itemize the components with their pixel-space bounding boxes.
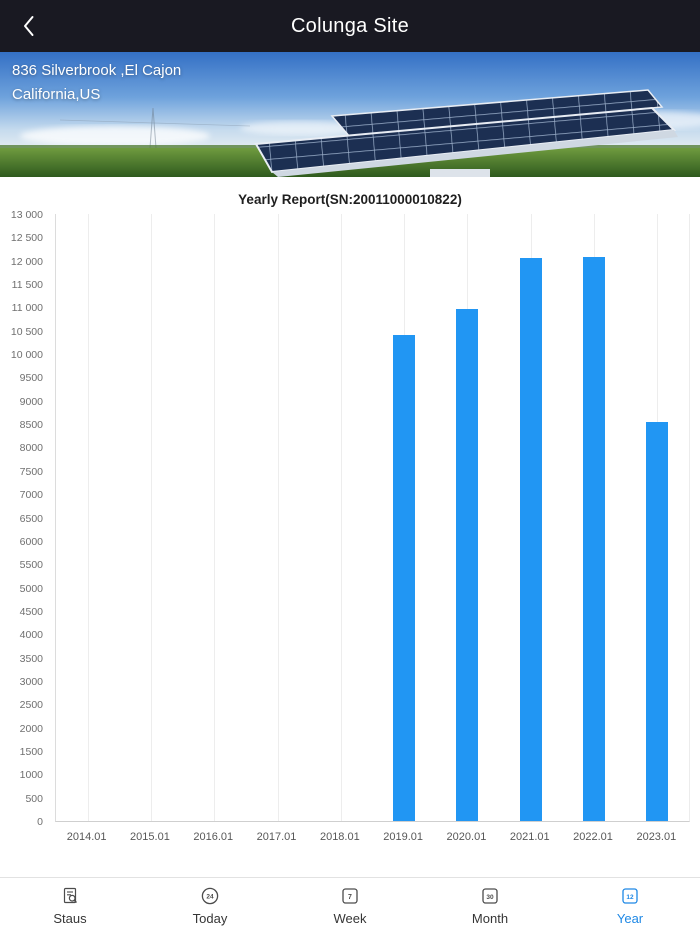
square-12-icon: 12 [622, 888, 638, 904]
tab-label: Staus [53, 911, 87, 926]
y-tick-label: 9500 [19, 372, 43, 385]
y-tick-label: 1000 [19, 769, 43, 782]
tab-label: Month [471, 911, 509, 926]
bar-2020.01 [456, 308, 479, 821]
site-address-line1: 836 Silverbrook ,El Cajon [12, 62, 182, 79]
page-title: Colunga Site [290, 14, 410, 37]
x-tick-label: 2017.01 [256, 831, 297, 843]
x-tick-label: 2020.01 [446, 831, 487, 843]
y-tick-label: 6000 [19, 535, 43, 548]
y-tick-label: 8000 [19, 442, 43, 455]
y-tick-label: 6500 [19, 512, 43, 525]
y-tick-label: 7500 [19, 465, 43, 478]
report-search-icon [63, 887, 77, 904]
x-tick-label: 2019.01 [383, 831, 424, 843]
bottom-tab-bar: Staus 24 Today 7 Week 30 Month 12 Year [0, 877, 700, 934]
svg-text:30: 30 [486, 894, 494, 901]
header: Colunga Site [0, 0, 700, 52]
y-tick-label: 10 000 [10, 349, 43, 362]
y-tick-label: 2500 [19, 699, 43, 712]
x-tick-label: 2023.01 [636, 831, 677, 843]
square-30-icon: 30 [482, 888, 498, 904]
svg-text:24: 24 [206, 893, 214, 900]
y-axis-labels: 0 500 1000 1500 2000 2500 3000 3500 4000 4500 5000… [0, 209, 50, 828]
chart-title: Yearly Report(SN:20011000010822) [238, 192, 462, 207]
y-tick-label: 8500 [19, 419, 43, 432]
x-tick-label: 2022.01 [573, 831, 613, 843]
svg-text:12: 12 [626, 894, 634, 901]
vertical-gridline [277, 214, 279, 821]
y-tick-label: 4000 [19, 629, 43, 642]
bar-2023.01 [646, 421, 669, 821]
vertical-gridline [214, 214, 216, 821]
circle-24-icon: 24 [201, 887, 219, 905]
x-tick-label: 2016.01 [193, 831, 234, 843]
y-tick-label: 12 000 [10, 255, 43, 268]
plot-area [55, 214, 690, 822]
tab-item[interactable]: 12 Year [560, 878, 700, 934]
tab-item[interactable]: 30 Month [420, 878, 560, 934]
y-tick-label: 4500 [19, 605, 43, 618]
y-tick-label: 500 [25, 792, 43, 805]
y-tick-label: 12 500 [10, 232, 43, 245]
site-photo: 836 Silverbrook ,El Cajon California,US [0, 52, 700, 177]
x-tick-label: 2021.01 [509, 831, 550, 843]
y-tick-label: 5500 [19, 559, 43, 572]
site-address-line2: California,US [12, 86, 101, 103]
bar-chart: 0 500 1000 1500 2000 2500 3000 3500 4000 4500 5000… [0, 209, 700, 854]
yearly-report-section: Yearly Report(SN:20011000010822) 0 500 100… [0, 177, 700, 854]
y-tick-label: 0 [37, 816, 43, 828]
square-7-icon: 7 [342, 888, 358, 904]
y-tick-label: 3000 [19, 675, 43, 688]
y-tick-label: 5000 [19, 582, 43, 595]
y-tick-label: 9000 [19, 395, 43, 408]
y-tick-label: 2000 [19, 722, 43, 735]
y-tick-label: 13 000 [10, 209, 43, 221]
bar-2021.01 [519, 258, 542, 821]
x-tick-label: 2015.01 [130, 831, 170, 843]
tab-label: Week [333, 911, 367, 926]
y-tick-label: 11 000 [11, 302, 43, 315]
y-tick-label: 11 500 [11, 279, 43, 292]
vertical-gridline [87, 214, 89, 821]
back-button[interactable] [6, 0, 52, 52]
tab-item[interactable]: 7 Week [280, 878, 420, 934]
x-tick-label: 2014.01 [66, 831, 107, 843]
tab-item[interactable]: 24 Today [140, 878, 280, 934]
y-tick-label: 3500 [19, 652, 43, 665]
vertical-gridline [340, 214, 342, 821]
bar-2019.01 [393, 335, 416, 821]
chevron-left-icon [24, 16, 34, 36]
svg-text:7: 7 [348, 894, 352, 901]
y-tick-label: 1500 [19, 745, 43, 758]
tab-item[interactable]: Staus [0, 878, 140, 934]
site-address: 836 Silverbrook ,El Cajon California,US [12, 59, 181, 107]
tab-label: Today [192, 911, 228, 926]
bar-2022.01 [583, 256, 606, 821]
solar-panels-image [0, 52, 700, 177]
tab-label: Year [616, 911, 644, 926]
y-tick-label: 7000 [19, 489, 43, 502]
x-axis-labels: 2014.01 2015.01 2016.01 2017.01 2018.01 2019.… [55, 822, 690, 854]
x-tick-label: 2018.01 [319, 831, 360, 843]
solar-array [254, 89, 678, 177]
vertical-gridline [150, 214, 152, 821]
y-tick-label: 10 500 [10, 325, 43, 338]
